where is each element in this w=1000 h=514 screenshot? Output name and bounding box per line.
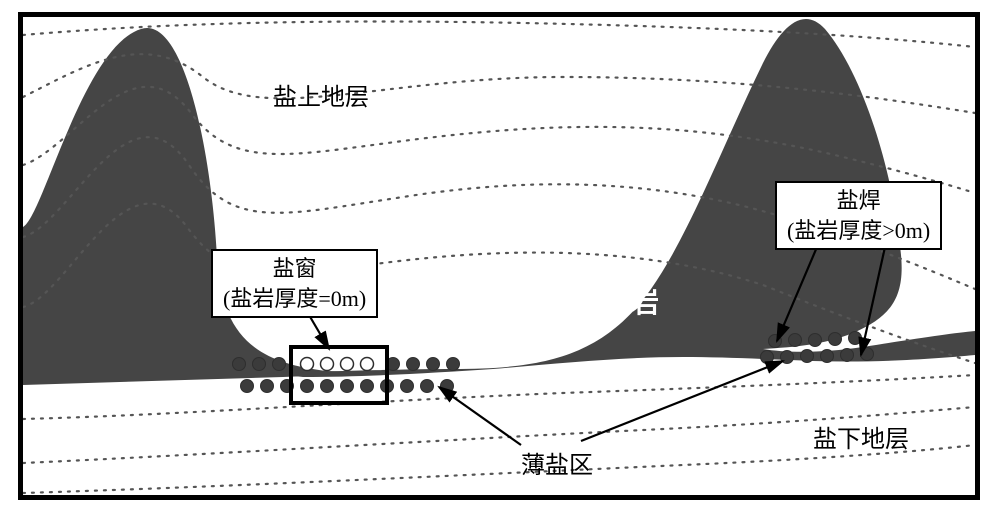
label-supra-salt: 盐上地层	[273, 77, 369, 112]
dot-light-0	[301, 358, 314, 371]
callout-salt-weld: 盐焊 (盐岩厚度>0m)	[775, 181, 942, 250]
callout-salt-weld-sub: (盐岩厚度>0m)	[787, 216, 930, 246]
dot-dark-19	[789, 334, 802, 347]
callout-salt-window-title: 盐窗	[223, 254, 366, 284]
dot-dark-26	[821, 350, 834, 363]
stratum-5	[23, 375, 975, 419]
dot-light-3	[361, 358, 374, 371]
dot-dark-12	[341, 380, 354, 393]
label-thin-salt: 薄盐区	[521, 445, 593, 480]
diagram-frame: 盐上地层 盐下地层 盐岩 薄盐区 盐窗 (盐岩厚度=0m) 盐焊 (盐岩厚度>0…	[18, 12, 980, 500]
dot-dark-4	[407, 358, 420, 371]
callout-salt-window-sub: (盐岩厚度=0m)	[223, 284, 366, 314]
dot-dark-6	[447, 358, 460, 371]
label-salt-rock: 盐岩	[603, 281, 659, 321]
dot-dark-15	[401, 380, 414, 393]
dot-light-1	[321, 358, 334, 371]
dot-dark-5	[427, 358, 440, 371]
dot-dark-27	[841, 349, 854, 362]
dot-dark-20	[809, 334, 822, 347]
dot-dark-2	[273, 358, 286, 371]
leader-0	[309, 315, 329, 349]
dot-dark-1	[253, 358, 266, 371]
leader-4	[581, 361, 783, 441]
dot-light-2	[341, 358, 354, 371]
dot-dark-10	[301, 380, 314, 393]
dot-dark-13	[361, 380, 374, 393]
dot-dark-25	[801, 350, 814, 363]
dot-dark-0	[233, 358, 246, 371]
callout-salt-window: 盐窗 (盐岩厚度=0m)	[211, 249, 378, 318]
dot-dark-22	[849, 332, 862, 345]
dot-dark-7	[241, 380, 254, 393]
dot-dark-11	[321, 380, 334, 393]
callout-salt-weld-title: 盐焊	[787, 186, 930, 216]
label-sub-salt: 盐下地层	[813, 419, 909, 454]
dot-dark-21	[829, 333, 842, 346]
dot-dark-16	[421, 380, 434, 393]
dot-dark-8	[261, 380, 274, 393]
dot-dark-23	[761, 351, 774, 364]
